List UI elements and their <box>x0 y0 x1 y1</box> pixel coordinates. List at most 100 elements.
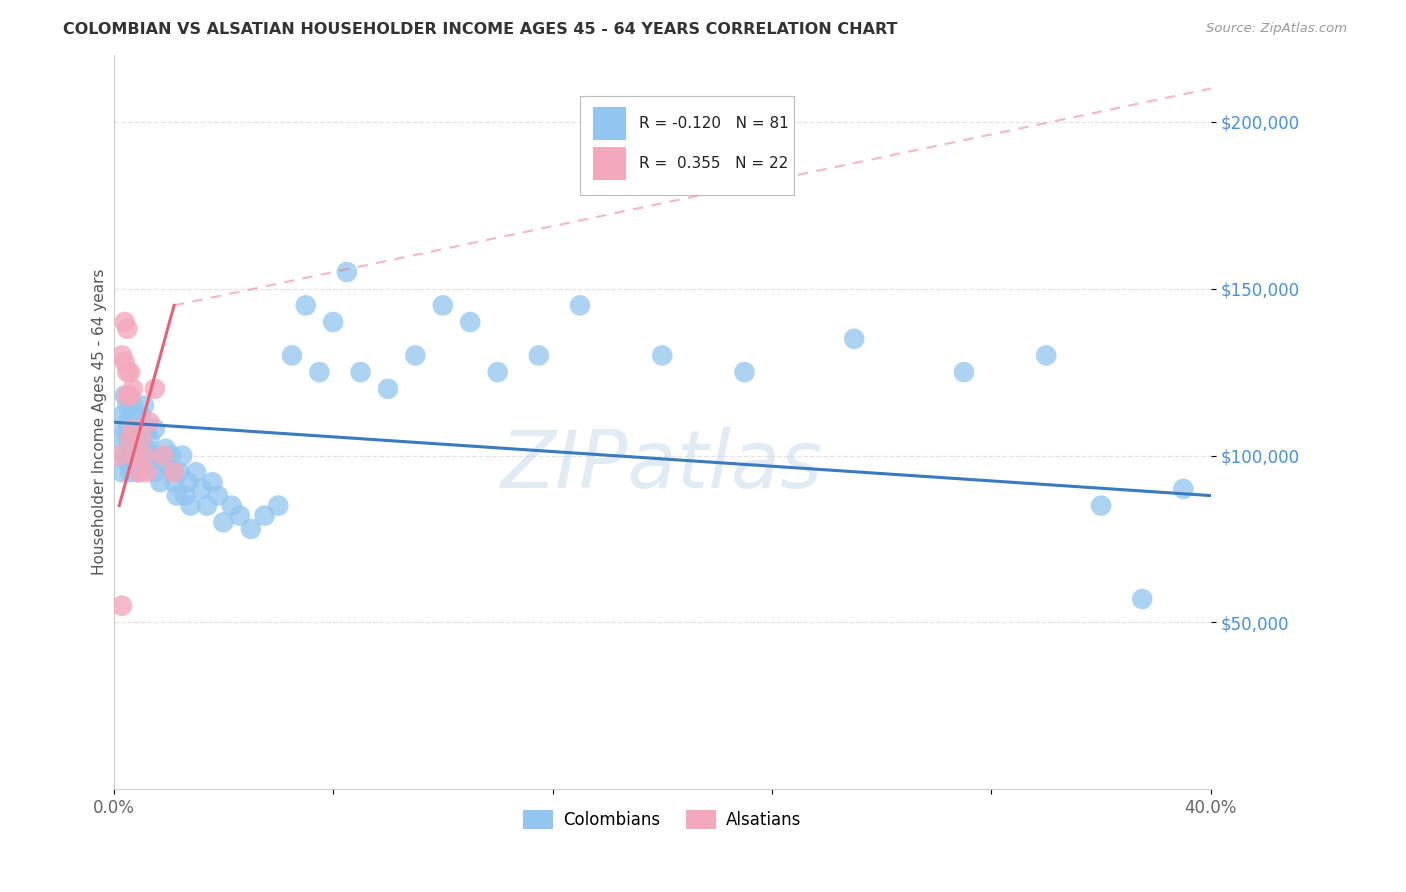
Point <box>221 499 243 513</box>
Point <box>404 348 426 362</box>
Point <box>129 409 152 423</box>
Point <box>229 508 252 523</box>
Text: ZIPatlas: ZIPatlas <box>501 427 824 505</box>
Point <box>129 455 152 469</box>
Point <box>132 449 155 463</box>
Point <box>149 475 172 490</box>
Point <box>114 355 136 369</box>
FancyBboxPatch shape <box>579 95 794 194</box>
Point <box>377 382 399 396</box>
Point <box>129 432 152 446</box>
Point <box>201 475 224 490</box>
Point <box>1130 592 1153 607</box>
Point <box>143 382 166 396</box>
Point <box>1090 499 1112 513</box>
Point <box>239 522 262 536</box>
Point <box>120 465 142 479</box>
Point <box>120 432 142 446</box>
Point <box>135 465 157 479</box>
Text: R = -0.120   N = 81: R = -0.120 N = 81 <box>640 116 789 130</box>
Point <box>177 475 200 490</box>
Point <box>212 516 235 530</box>
Point <box>152 449 174 463</box>
Point <box>527 348 550 362</box>
Point <box>132 399 155 413</box>
Point <box>122 399 145 413</box>
Point <box>143 465 166 479</box>
Point <box>111 409 134 423</box>
Point <box>122 422 145 436</box>
Point <box>122 422 145 436</box>
Point <box>267 499 290 513</box>
Point <box>734 365 756 379</box>
Point <box>111 348 134 362</box>
Point <box>141 449 163 463</box>
Point <box>117 399 139 413</box>
Point <box>294 298 316 312</box>
Point <box>129 432 152 446</box>
Point <box>1173 482 1195 496</box>
Point <box>179 499 201 513</box>
Point <box>651 348 673 362</box>
Point <box>124 432 146 446</box>
Point <box>122 442 145 456</box>
Point <box>160 449 183 463</box>
Point <box>1035 348 1057 362</box>
Point <box>117 455 139 469</box>
Point <box>138 415 160 429</box>
Point <box>117 432 139 446</box>
Bar <box>593 147 626 180</box>
Point <box>111 599 134 613</box>
Point <box>138 455 160 469</box>
Point <box>458 315 481 329</box>
Point <box>124 455 146 469</box>
Point <box>122 462 145 476</box>
Point <box>120 388 142 402</box>
Point <box>953 365 976 379</box>
Point <box>132 449 155 463</box>
Point <box>114 315 136 329</box>
Point <box>322 315 344 329</box>
Point <box>114 449 136 463</box>
Point <box>163 475 186 490</box>
Point <box>155 442 177 456</box>
Point <box>117 388 139 402</box>
Text: Source: ZipAtlas.com: Source: ZipAtlas.com <box>1206 22 1347 36</box>
Y-axis label: Householder Income Ages 45 - 64 years: Householder Income Ages 45 - 64 years <box>93 268 107 575</box>
Point <box>172 449 194 463</box>
Point <box>114 422 136 436</box>
Point <box>117 415 139 429</box>
Point <box>117 365 139 379</box>
Point <box>127 415 149 429</box>
Point <box>143 422 166 436</box>
Point <box>432 298 454 312</box>
Point <box>124 449 146 463</box>
Point <box>111 465 134 479</box>
Point <box>184 465 207 479</box>
Point <box>120 449 142 463</box>
Point <box>486 365 509 379</box>
Point <box>568 298 591 312</box>
Text: R =  0.355   N = 22: R = 0.355 N = 22 <box>640 156 789 171</box>
Bar <box>593 106 626 139</box>
Point <box>122 382 145 396</box>
Point <box>120 365 142 379</box>
Point <box>120 425 142 440</box>
Point <box>190 482 212 496</box>
Legend: Colombians, Alsatians: Colombians, Alsatians <box>517 804 807 836</box>
Point <box>108 449 131 463</box>
Point <box>308 365 330 379</box>
Point <box>844 332 866 346</box>
Point <box>281 348 304 362</box>
Point <box>114 388 136 402</box>
Point <box>127 465 149 479</box>
Point <box>146 449 169 463</box>
Text: COLOMBIAN VS ALSATIAN HOUSEHOLDER INCOME AGES 45 - 64 YEARS CORRELATION CHART: COLOMBIAN VS ALSATIAN HOUSEHOLDER INCOME… <box>63 22 898 37</box>
Point <box>166 489 188 503</box>
Point <box>174 489 197 503</box>
Point <box>108 432 131 446</box>
Point <box>152 455 174 469</box>
Point <box>124 409 146 423</box>
Point <box>127 435 149 450</box>
Point <box>207 489 229 503</box>
